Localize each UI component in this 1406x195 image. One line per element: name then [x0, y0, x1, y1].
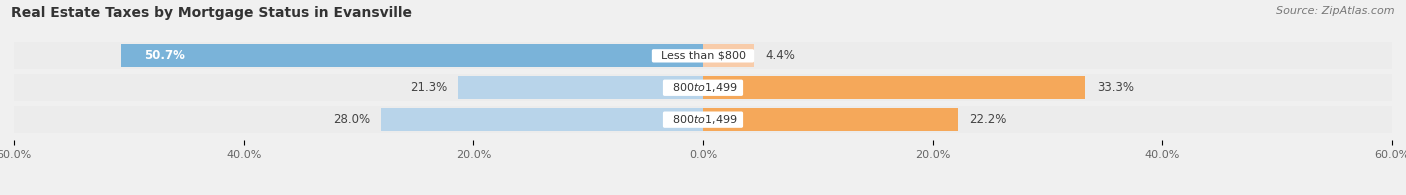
- Text: $800 to $1,499: $800 to $1,499: [665, 113, 741, 126]
- Text: Source: ZipAtlas.com: Source: ZipAtlas.com: [1277, 6, 1395, 16]
- Bar: [458, 76, 703, 99]
- Bar: [703, 76, 1085, 99]
- Bar: [703, 44, 754, 67]
- Bar: [121, 44, 703, 67]
- Text: Real Estate Taxes by Mortgage Status in Evansville: Real Estate Taxes by Mortgage Status in …: [11, 6, 412, 20]
- Text: 28.0%: 28.0%: [333, 113, 370, 126]
- Text: $800 to $1,499: $800 to $1,499: [665, 81, 741, 94]
- Text: Less than $800: Less than $800: [654, 51, 752, 61]
- Text: 22.2%: 22.2%: [969, 113, 1007, 126]
- Bar: [14, 43, 1392, 69]
- Bar: [703, 108, 957, 131]
- Text: 4.4%: 4.4%: [765, 49, 794, 62]
- Bar: [14, 106, 1392, 133]
- Text: 21.3%: 21.3%: [409, 81, 447, 94]
- Text: 33.3%: 33.3%: [1097, 81, 1133, 94]
- Bar: [381, 108, 703, 131]
- Bar: [14, 74, 1392, 101]
- Text: 50.7%: 50.7%: [143, 49, 184, 62]
